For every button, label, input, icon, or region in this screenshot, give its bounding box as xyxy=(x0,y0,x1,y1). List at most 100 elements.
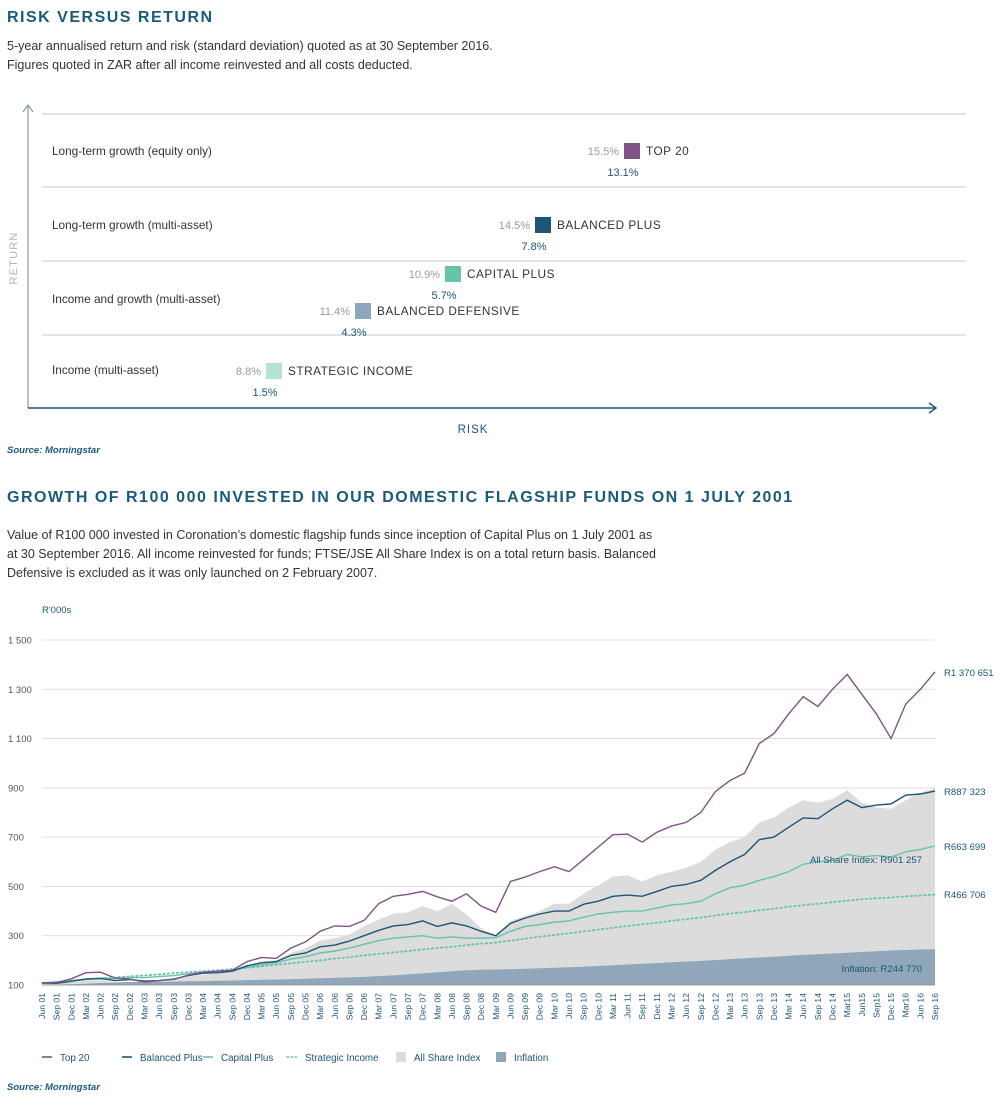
x-tick-label: Dec 01 xyxy=(66,993,76,1020)
x-tick-label: Mar15 xyxy=(842,993,852,1018)
y-axis-arrow xyxy=(22,103,34,113)
x-tick-label: Dec 15 xyxy=(886,993,896,1020)
x-tick-label: Dec 11 xyxy=(652,993,662,1020)
x-tick-label: Jun 05 xyxy=(271,993,281,1019)
x-tick-label: Dec 12 xyxy=(710,993,720,1020)
point-capital-plus: 10.9% CAPITAL PLUS 5.7% xyxy=(409,266,555,302)
point-balanced-plus: 14.5% BALANCED PLUS 7.8% xyxy=(499,217,661,253)
growth-desc-line-1: Value of R100 000 invested in Coronation… xyxy=(7,528,653,542)
x-tick-label: Jun 14 xyxy=(798,993,808,1019)
x-tick-label: Dec 09 xyxy=(535,993,545,1020)
x-tick-label: Mar 10 xyxy=(549,993,559,1020)
return-value-strategic-income: 1.5% xyxy=(252,387,277,399)
x-tick-label: Mar 14 xyxy=(784,993,794,1020)
marker-strategic-income xyxy=(266,363,282,379)
risk-value-strategic-income: 8.8% xyxy=(236,366,261,378)
y-axis-label: RETURN xyxy=(8,231,20,284)
growth-section-description: Value of R100 000 invested in Coronation… xyxy=(7,526,656,583)
legend-label-capital-plus: Capital Plus xyxy=(221,1053,273,1064)
x-tick-label: Mar 05 xyxy=(257,993,267,1020)
y-tick-label: 300 xyxy=(8,931,24,942)
x-tick-label: Jun 10 xyxy=(564,993,574,1019)
fund-label-top-20: TOP 20 xyxy=(646,144,689,158)
growth-desc-line-2: at 30 September 2016. All income reinves… xyxy=(7,547,656,561)
x-tick-label: Jun 02 xyxy=(96,993,106,1019)
x-tick-label: Sep 07 xyxy=(403,993,413,1020)
point-balanced-defensive: 11.4% BALANCED DEFENSIVE 4.3% xyxy=(320,303,520,339)
legend-label-strategic-income: Strategic Income xyxy=(305,1053,379,1064)
x-tick-label: Mar 12 xyxy=(666,993,676,1020)
legend-swatch-all-share-index xyxy=(396,1052,406,1062)
x-tick-label: Jun 09 xyxy=(505,993,515,1019)
x-tick-label: Sep 14 xyxy=(813,993,823,1020)
x-tick-label: Dec 14 xyxy=(828,993,838,1020)
risk-desc-line-1: 5-year annualised return and risk (stand… xyxy=(7,39,493,53)
x-tick-label: Jun 11 xyxy=(623,993,633,1018)
return-value-balanced-plus: 7.8% xyxy=(521,241,546,253)
fund-label-balanced-defensive: BALANCED DEFENSIVE xyxy=(377,304,520,318)
x-tick-label: Dec 13 xyxy=(769,993,779,1020)
risk-section-description: 5-year annualised return and risk (stand… xyxy=(7,37,493,75)
fund-label-capital-plus: CAPITAL PLUS xyxy=(467,267,555,281)
y-tick-label: 1 300 xyxy=(8,685,32,696)
x-tick-label: Jun 06 xyxy=(330,993,340,1019)
category-label-long-term-growth-multi-asset: Long-term growth (multi-asset) xyxy=(52,218,213,232)
legend-item-balanced-plus: Balanced Plus xyxy=(122,1053,203,1064)
end-label-balanced-plus: R887 323 xyxy=(944,787,986,798)
x-tick-label: Mar 11 xyxy=(608,993,618,1019)
marker-capital-plus xyxy=(445,266,461,282)
x-tick-label: Mar 04 xyxy=(198,993,208,1020)
legend-label-all-share-index: All Share Index xyxy=(414,1053,481,1064)
category-label-income-multi-asset: Income (multi-asset) xyxy=(52,363,159,377)
x-tick-label: Sep 09 xyxy=(520,993,530,1020)
y-tick-label: 500 xyxy=(8,882,24,893)
legend-swatch-inflation xyxy=(496,1052,506,1062)
risk-section-title: RISK VERSUS RETURN xyxy=(7,9,214,26)
x-tick-label: Sep 04 xyxy=(227,993,237,1020)
risk-value-balanced-plus: 14.5% xyxy=(499,220,530,232)
x-tick-label: Dec 06 xyxy=(359,993,369,1020)
x-tick-label: Sep 11 xyxy=(637,993,647,1020)
x-tick-label: Mar16 xyxy=(901,993,911,1018)
x-tick-label: Jun 12 xyxy=(681,993,691,1019)
x-tick-label: Jun 08 xyxy=(447,993,457,1019)
area-inflation xyxy=(42,949,935,985)
y-tick-label: 700 xyxy=(8,833,24,844)
x-axis-arrow xyxy=(928,402,938,414)
return-value-top-20: 13.1% xyxy=(607,167,638,179)
point-strategic-income: 8.8% STRATEGIC INCOME 1.5% xyxy=(236,363,413,399)
x-tick-label: Mar 07 xyxy=(374,993,384,1020)
x-tick-label: Mar 08 xyxy=(432,993,442,1020)
legend-item-all-share-index: All Share Index xyxy=(396,1052,481,1064)
legend-item-strategic-income: Strategic Income xyxy=(286,1053,379,1064)
x-tick-label: Sep 03 xyxy=(169,993,179,1020)
x-tick-label: Mar 03 xyxy=(139,993,149,1020)
end-label-all-share-index: All Share Index: R901 257 xyxy=(810,855,922,866)
x-tick-label: Sep 01 xyxy=(52,993,62,1020)
end-label-capital-plus: R663 699 xyxy=(944,842,986,853)
series-line-strategic-income xyxy=(41,893,936,984)
growth-desc-line-3: Defensive is excluded as it was only lau… xyxy=(7,566,378,580)
x-tick-label: Dec 05 xyxy=(301,993,311,1020)
legend-label-balanced-plus: Balanced Plus xyxy=(140,1053,203,1064)
x-tick-label: Mar 06 xyxy=(315,993,325,1020)
legend-label-inflation: Inflation xyxy=(514,1053,548,1064)
x-tick-label: Mar 02 xyxy=(81,993,91,1020)
legend-item-inflation: Inflation xyxy=(496,1052,548,1064)
marker-balanced-defensive xyxy=(355,303,371,319)
x-tick-label: Sep 06 xyxy=(344,993,354,1020)
x-tick-label: Jun 07 xyxy=(388,993,398,1019)
x-tick-label: Sep 10 xyxy=(579,993,589,1020)
series-line-top-20 xyxy=(41,671,936,984)
x-tick-label: Jun 16 xyxy=(915,993,925,1019)
fund-label-strategic-income: STRATEGIC INCOME xyxy=(288,364,413,378)
risk-value-top-20: 15.5% xyxy=(588,146,619,158)
risk-value-capital-plus: 10.9% xyxy=(409,269,440,281)
x-tick-label: Jun 04 xyxy=(213,993,223,1019)
category-label-income-and-growth-multi-asset: Income and growth (multi-asset) xyxy=(52,292,221,306)
x-tick-label: Sep 13 xyxy=(754,993,764,1020)
x-tick-label: Dec 08 xyxy=(476,993,486,1020)
y-tick-label: 1 100 xyxy=(8,734,32,745)
x-tick-label: Mar 13 xyxy=(725,993,735,1020)
x-tick-label: Sep 05 xyxy=(286,993,296,1020)
